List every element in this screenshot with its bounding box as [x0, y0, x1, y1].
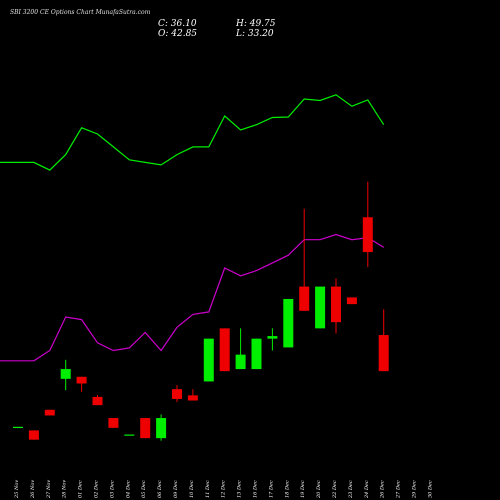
candle-body [267, 336, 278, 339]
candle-body [251, 338, 262, 370]
x-tick-label: 12 Dec [221, 480, 227, 498]
x-tick-label: 26 Nov [30, 480, 36, 499]
open-value: O: 42.85 [158, 29, 198, 39]
x-tick-label: 22 Dec [332, 480, 338, 499]
x-tick-label: 02 Dec [94, 480, 100, 498]
candle-body [331, 286, 341, 323]
x-tick-label: 11 Dec [205, 480, 211, 498]
x-tick-label: 01 Dec [78, 480, 84, 498]
x-tick-label: 23 Dec [348, 480, 354, 499]
candle-body [60, 369, 71, 379]
candle-body [299, 286, 310, 311]
lower-band-line [0, 233, 385, 362]
candle-body [44, 409, 55, 416]
candle-body [203, 338, 214, 382]
candle-body [172, 389, 182, 399]
x-tick-label: 04 Dec [125, 480, 131, 498]
x-tick-label: 24 Dec [364, 480, 370, 499]
candle-body [92, 396, 103, 406]
x-tick-label: 28 Nov [62, 480, 68, 499]
low-value: L: 33.20 [236, 29, 274, 39]
x-tick-label: 06 Dec [157, 480, 163, 498]
upper-band-line [0, 94, 385, 171]
x-tick-label: 25 Nov [14, 480, 20, 499]
candle-body [140, 418, 151, 439]
candle-body [346, 297, 357, 305]
x-tick-label: 20 Dec [316, 480, 322, 499]
candle-body [108, 418, 119, 428]
close-value: C: 36.10 [158, 19, 197, 29]
x-tick-label: 27 Dec [396, 480, 402, 499]
candle-body [315, 286, 326, 329]
candle-body [13, 426, 23, 429]
candle-body [76, 376, 87, 384]
candle-body [156, 418, 167, 439]
x-tick-label: 18 Dec [284, 480, 290, 498]
candle-body [124, 434, 135, 436]
x-tick-label: 29 Dec [412, 480, 418, 499]
chart-title: SBI 3200 CE Options Chart MunafaSutra.co… [10, 9, 151, 16]
x-tick-label: 17 Dec [268, 480, 274, 498]
x-tick-label: 10 Dec [189, 480, 195, 498]
x-tick-label: 09 Dec [173, 480, 179, 498]
x-tick-label: 26 Dec [380, 480, 386, 499]
x-tick-label: 16 Dec [253, 480, 259, 498]
candle-body [28, 430, 39, 440]
candle-body [235, 354, 246, 370]
candle-body [378, 335, 389, 372]
candle-body [283, 298, 294, 348]
x-tick-label: 13 Dec [237, 480, 243, 498]
candle-body [362, 217, 373, 253]
x-tick-label: 03 Dec [109, 480, 115, 498]
x-tick-label: 05 Dec [141, 480, 147, 498]
x-tick-label: 27 Nov [46, 480, 52, 499]
x-tick-label: 30 Dec [427, 480, 433, 498]
candle-body [187, 395, 198, 401]
candle-body [219, 328, 230, 372]
high-value: H: 49.75 [236, 19, 276, 29]
x-tick-label: 19 Dec [300, 480, 306, 498]
